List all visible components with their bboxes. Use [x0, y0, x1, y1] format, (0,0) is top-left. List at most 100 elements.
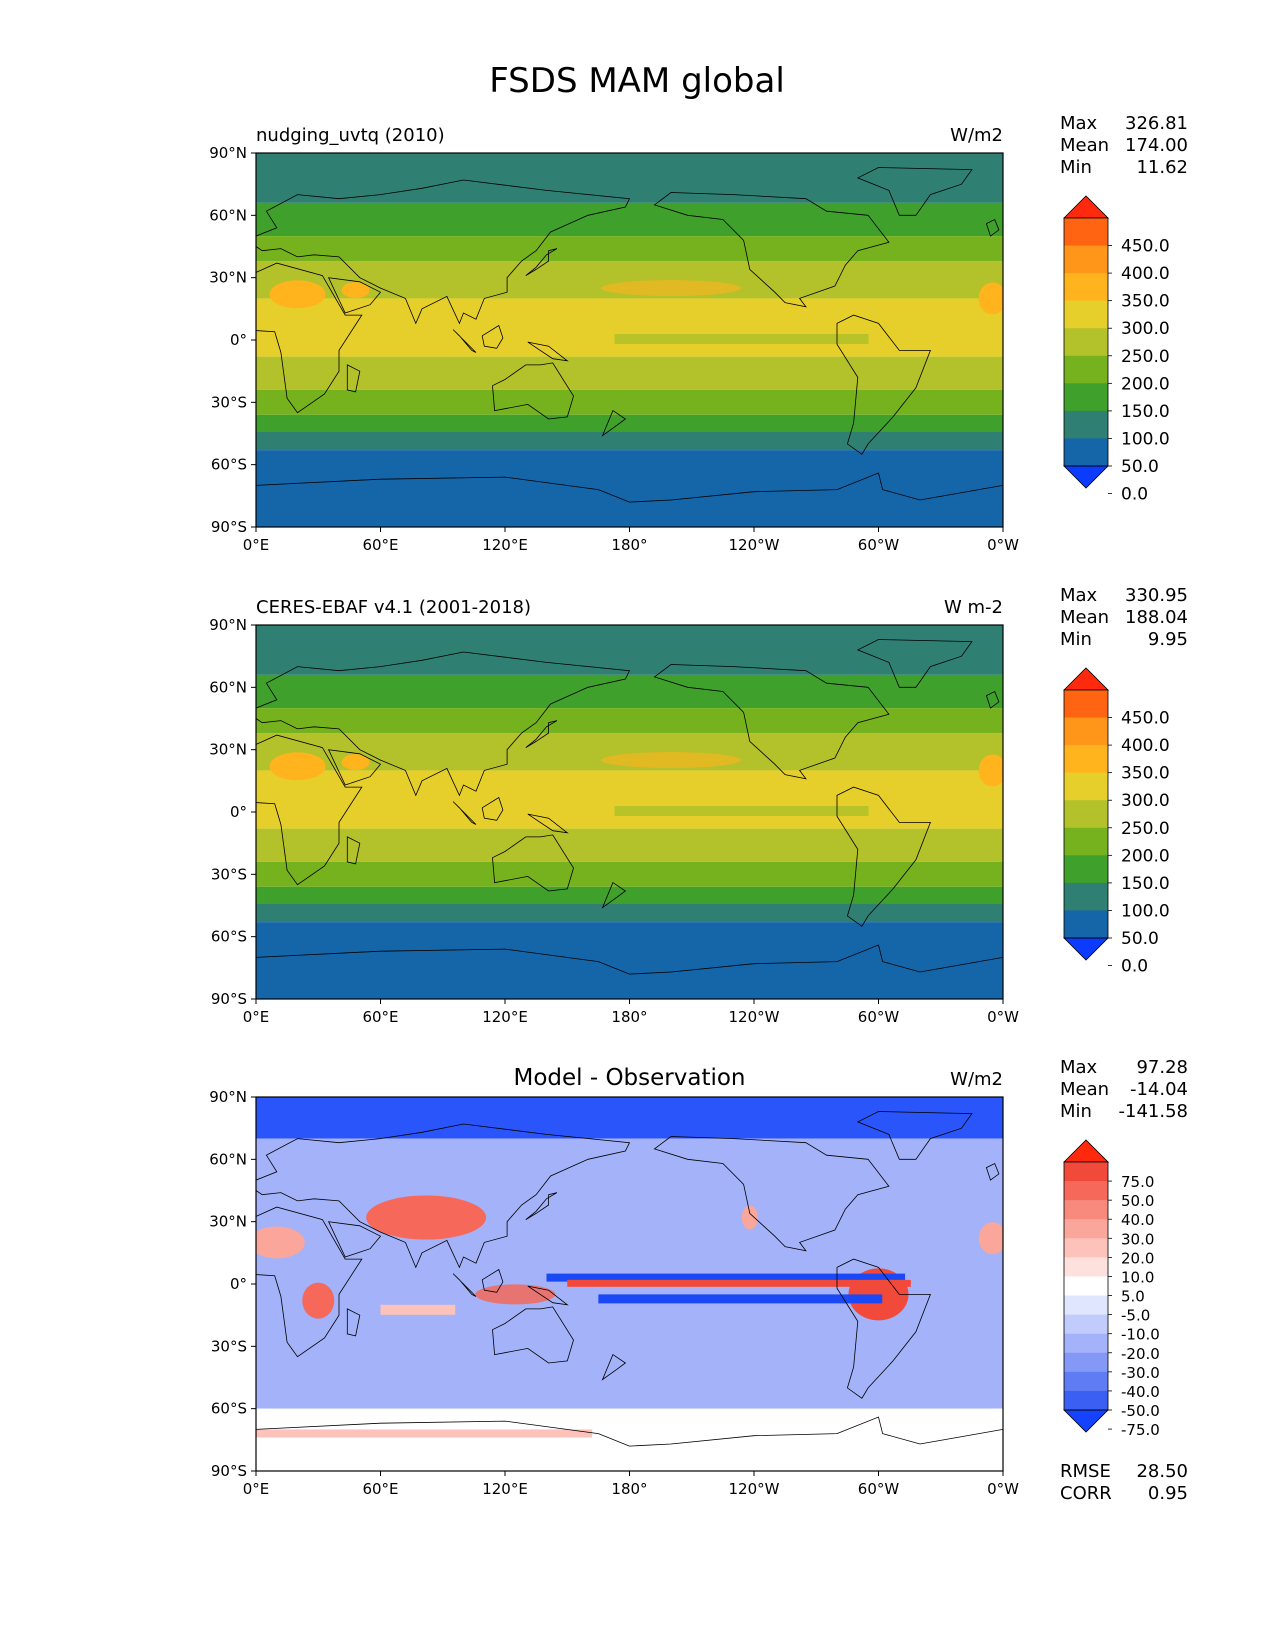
- coastline: [836, 314, 931, 455]
- coastline: [481, 324, 504, 349]
- stat-max-label: Max: [1060, 585, 1098, 606]
- colorbar-segment: [1064, 1314, 1108, 1335]
- colorbar-label: 50.0: [1121, 1192, 1154, 1210]
- coastline: [525, 720, 558, 748]
- colorbar-label: -5.0: [1121, 1307, 1150, 1325]
- lat-tick-label: 60°S: [211, 928, 247, 946]
- colorbar-label: 250.0: [1121, 819, 1170, 839]
- colorbar-segment: [1064, 1257, 1108, 1277]
- colorbar-label: 400.0: [1121, 736, 1170, 756]
- coastline: [346, 364, 361, 393]
- lon-tick-label: 60°W: [858, 1480, 900, 1498]
- colorbar-label: 250.0: [1121, 347, 1170, 367]
- colorbar-label: 50.0: [1121, 929, 1159, 949]
- panel-center-title: Model - Observation: [513, 1065, 745, 1091]
- coastline: [527, 341, 569, 362]
- colorbar-segment: [1064, 1162, 1108, 1182]
- map-field: [256, 1097, 1003, 1471]
- lat-tick-label: 90°N: [209, 1088, 247, 1106]
- lon-tick-label: 180°: [611, 536, 647, 554]
- subtropical-patch: [601, 752, 741, 769]
- colorbar-segment: [1064, 410, 1108, 439]
- coastline: [256, 1416, 1003, 1471]
- stat-max-value: 326.81: [1125, 113, 1188, 134]
- colorbar-segment: [1064, 855, 1108, 884]
- lon-tick-label: 60°E: [362, 536, 398, 554]
- colorbar-segment: [1064, 827, 1108, 856]
- stat-mean-value: -14.04: [1130, 1079, 1188, 1100]
- pos-patch: [741, 1205, 758, 1230]
- coastline: [527, 1285, 569, 1306]
- lon-tick-label: 120°E: [482, 1008, 528, 1026]
- coastline: [856, 1111, 973, 1160]
- lat-tick-label: 90°S: [211, 518, 247, 536]
- colorbar-label: 100.0: [1121, 429, 1170, 449]
- colorbar-label: 450.0: [1121, 237, 1170, 257]
- panel-3: 90°N 60°N 30°N 0° 30°S 60°S 90°S0°E 60°E 120°E 18…: [209, 1057, 1188, 1504]
- panel-units: W/m2: [950, 1069, 1003, 1090]
- coastline: [985, 1162, 1000, 1181]
- lat-band: [256, 922, 1003, 999]
- pos-patch: [475, 1284, 556, 1305]
- lat-band: [256, 770, 1003, 829]
- coastline: [256, 944, 1003, 999]
- lon-tick-label: 120°E: [482, 536, 528, 554]
- coastline: [327, 1221, 382, 1258]
- colorbar-label: 40.0: [1121, 1211, 1154, 1229]
- lat-tick-label: 0°: [230, 1275, 247, 1293]
- lat-band: [256, 708, 1003, 734]
- pos-patch: [380, 1304, 456, 1315]
- lon-tick-label: 60°W: [858, 536, 900, 554]
- coastline: [856, 167, 973, 216]
- colorbar-segment: [1064, 717, 1108, 746]
- colorbar-extend-min: [1063, 1409, 1109, 1433]
- lon-tick-label: 120°E: [482, 1480, 528, 1498]
- colorbar-label: 200.0: [1121, 374, 1170, 394]
- pos-patch: [302, 1282, 335, 1319]
- colorbar-label: 75.0: [1121, 1173, 1154, 1191]
- coastline: [481, 796, 504, 821]
- colorbar-frame: [1063, 1161, 1109, 1411]
- lat-band: [256, 202, 1003, 237]
- lat-tick-label: 30°S: [211, 865, 247, 883]
- lat-band: [256, 861, 1003, 887]
- lon-tick-label: 60°E: [362, 1008, 398, 1026]
- colorbar-label: 350.0: [1121, 764, 1170, 784]
- desert-patch: [341, 754, 370, 771]
- colorbar-segment: [1064, 1352, 1108, 1373]
- pos-patch: [256, 1226, 305, 1259]
- coastline: [256, 651, 631, 797]
- map-field: [256, 625, 1003, 999]
- panel-units: W/m2: [950, 125, 1003, 146]
- lat-band: [256, 414, 1003, 432]
- lat-band: [256, 236, 1003, 262]
- stat-min-value: 9.95: [1148, 629, 1188, 650]
- corr-label: CORR: [1060, 1483, 1112, 1504]
- pos-patch: [366, 1195, 487, 1240]
- colorbar-label: 10.0: [1121, 1268, 1154, 1286]
- itcz-band: [614, 334, 869, 344]
- colorbar-label: -75.0: [1121, 1421, 1160, 1439]
- colorbar-label: 100.0: [1121, 901, 1170, 921]
- colorbar-label: 150.0: [1121, 402, 1170, 422]
- colorbar-segment: [1064, 1219, 1108, 1239]
- neg-stripe: [546, 1273, 906, 1282]
- coastline: [601, 1353, 627, 1381]
- colorbar-frame: [1063, 689, 1109, 939]
- desert-patch: [341, 282, 370, 299]
- coastline: [256, 1206, 363, 1358]
- colorbar-segment: [1064, 438, 1108, 467]
- coastline: [525, 1192, 558, 1220]
- coastline: [256, 1123, 631, 1269]
- coastline: [601, 881, 627, 909]
- lon-tick-label: 0°E: [243, 1008, 270, 1026]
- stat-mean-label: Mean: [1060, 1079, 1109, 1100]
- colorbar-segment: [1064, 1295, 1108, 1316]
- stat-max-value: 97.28: [1136, 1057, 1188, 1078]
- neg-stripe: [598, 1294, 883, 1304]
- colorbar-segment: [1064, 1181, 1108, 1201]
- colorbar-segment: [1064, 218, 1108, 247]
- colorbar-label: -10.0: [1121, 1326, 1160, 1344]
- desert-patch: [978, 282, 1003, 315]
